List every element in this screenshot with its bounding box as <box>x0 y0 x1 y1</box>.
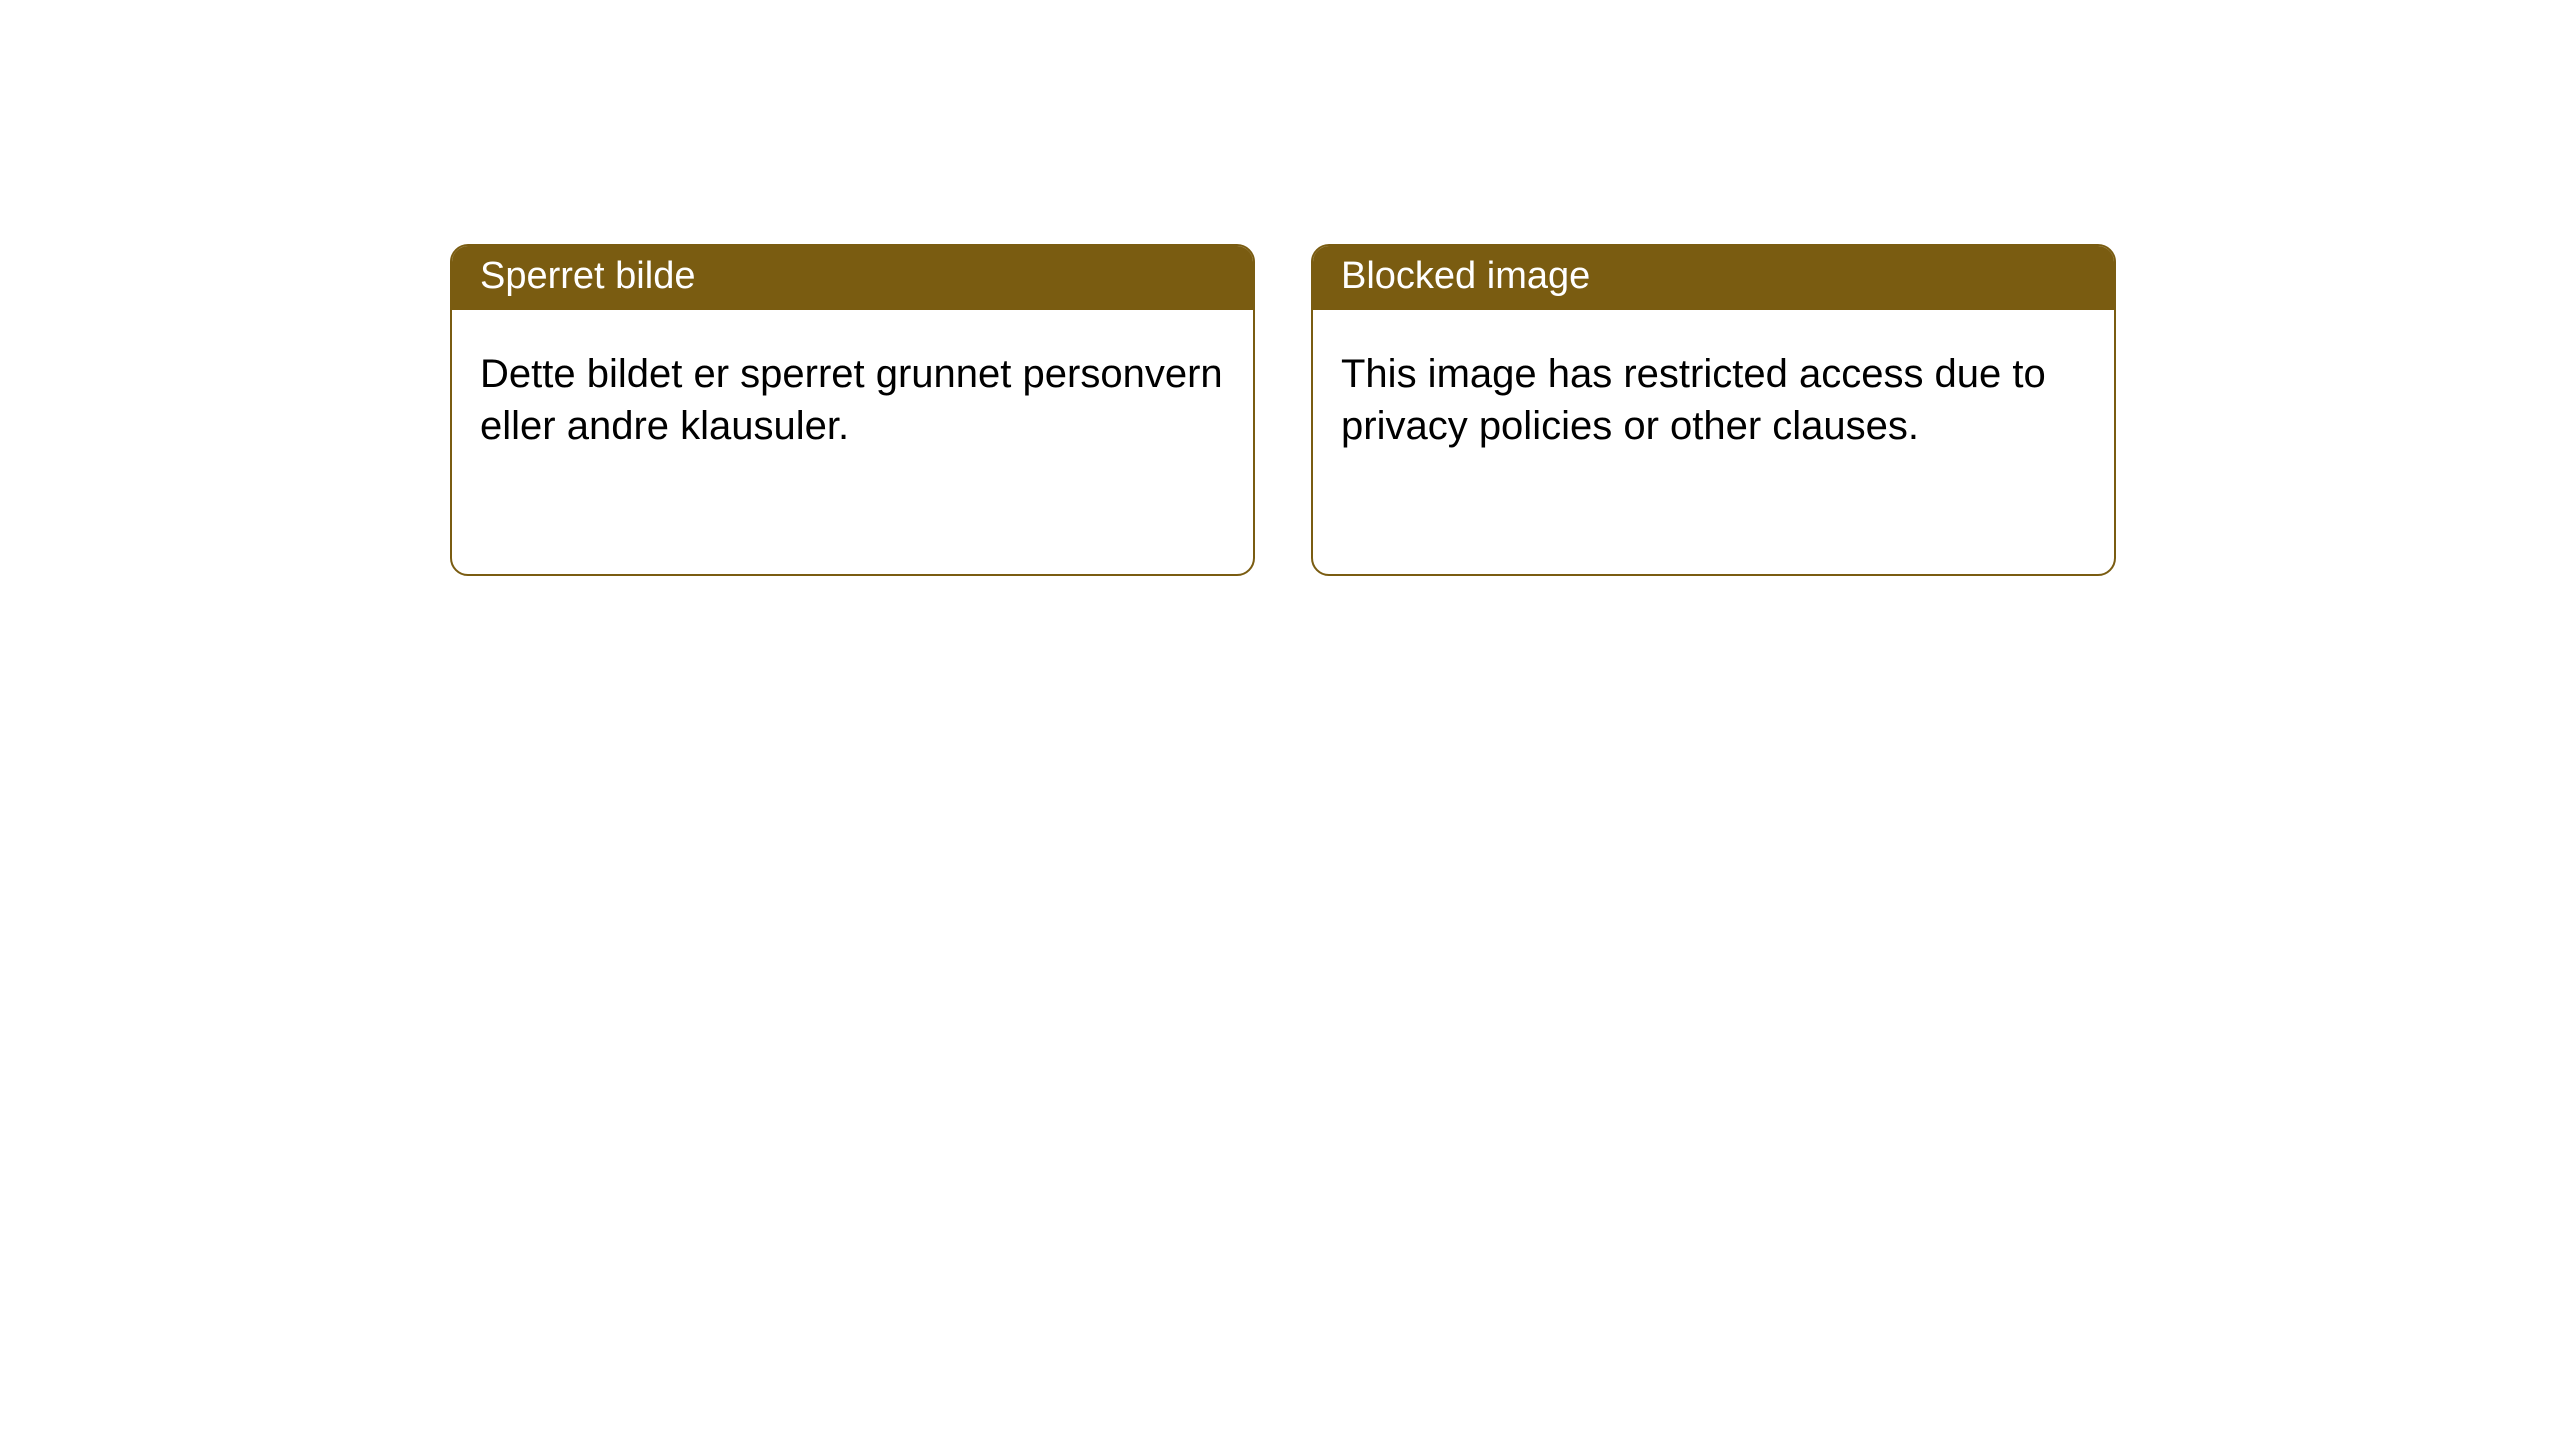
card-title: Sperret bilde <box>480 255 695 297</box>
card-header: Sperret bilde <box>452 246 1253 310</box>
card-body-text: Dette bildet er sperret grunnet personve… <box>480 352 1223 448</box>
notice-card-norwegian: Sperret bilde Dette bildet er sperret gr… <box>450 244 1255 576</box>
card-body: Dette bildet er sperret grunnet personve… <box>452 310 1253 480</box>
card-title: Blocked image <box>1341 255 1590 297</box>
notice-card-english: Blocked image This image has restricted … <box>1311 244 2116 576</box>
card-header: Blocked image <box>1313 246 2114 310</box>
card-body: This image has restricted access due to … <box>1313 310 2114 480</box>
notice-container: Sperret bilde Dette bildet er sperret gr… <box>0 0 2560 576</box>
card-body-text: This image has restricted access due to … <box>1341 352 2046 448</box>
